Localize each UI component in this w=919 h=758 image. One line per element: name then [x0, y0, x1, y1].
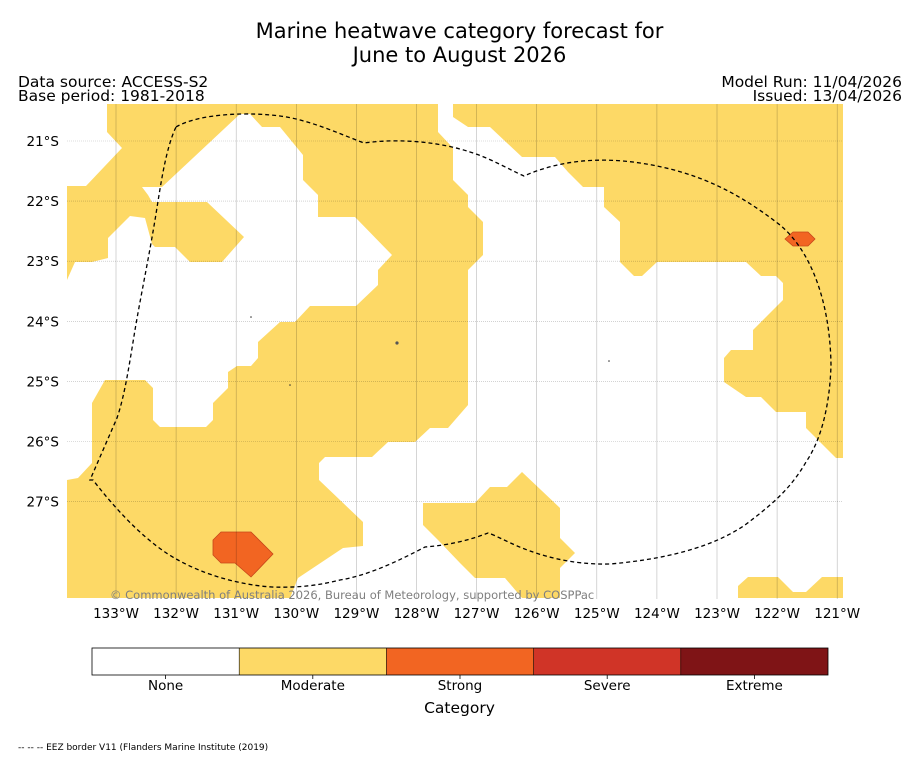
colorbar-border	[91, 647, 829, 676]
latitude-labels: 21°S 22°S 23°S 24°S 25°S 26°S 27°S	[27, 134, 60, 511]
strong-region-east	[784, 231, 816, 247]
longitude-tick-label: 132°W	[153, 606, 199, 622]
moderate-region-south-center	[423, 472, 575, 598]
base-period-text: Base period: 1981-2018	[18, 87, 205, 105]
longitude-tick-label: 131°W	[213, 606, 259, 622]
longitude-tick-label: 129°W	[333, 606, 379, 622]
colorbar-title: Category	[424, 699, 495, 717]
longitude-tick-label: 130°W	[273, 606, 319, 622]
latitude-tick-label: 25°S	[27, 374, 60, 390]
colorbar-label: Severe	[583, 678, 631, 694]
longitude-tick-label: 133°W	[93, 606, 139, 622]
latitude-tick-label: 26°S	[27, 435, 60, 451]
data-source-text: Data source: ACCESS-S2	[18, 73, 209, 91]
island-marker	[395, 341, 399, 345]
copyright-text: © Commonwealth of Australia 2026, Bureau…	[110, 588, 594, 602]
eez-footnote: -- -- -- EEZ border V11 (Flanders Marine…	[18, 743, 269, 753]
colorbar-swatch	[92, 648, 240, 675]
latitude-tick-label: 27°S	[27, 495, 60, 511]
moderate-region-southeast	[738, 577, 843, 598]
longitude-tick-label: 127°W	[454, 606, 500, 622]
colorbar-label: Moderate	[280, 678, 345, 694]
longitude-labels: 133°W 132°W 131°W 130°W 129°W 128°W 127°W 126°W…	[93, 606, 860, 622]
colorbar	[91, 647, 829, 679]
latitude-tick-label: 21°S	[27, 134, 60, 150]
colorbar-label: Extreme	[725, 678, 783, 694]
longitude-tick-label: 122°W	[754, 606, 800, 622]
longitude-tick-label: 125°W	[574, 606, 620, 622]
map-title-line-1: Marine heatwave category forecast for	[255, 19, 664, 43]
colorbar-swatch	[533, 648, 681, 675]
island-marker	[289, 384, 291, 386]
latitude-tick-label: 24°S	[27, 314, 60, 330]
longitude-tick-label: 126°W	[514, 606, 560, 622]
strong-region-southwest	[212, 531, 274, 578]
colorbar-swatch	[680, 648, 828, 675]
moderate-region-northwest	[67, 104, 483, 598]
gridlines	[67, 104, 843, 599]
moderate-region-northeast	[453, 104, 843, 458]
eez-boundary-line	[89, 113, 832, 588]
colorbar-swatch	[239, 648, 387, 675]
longitude-tick-label: 128°W	[394, 606, 440, 622]
issued-text: Issued: 13/04/2026	[752, 87, 902, 105]
island-marker	[250, 316, 252, 318]
map-title-line-2: June to August 2026	[352, 43, 567, 67]
model-run-text: Model Run: 11/04/2026	[721, 73, 902, 91]
latitude-tick-label: 23°S	[27, 254, 60, 270]
longitude-tick-label: 124°W	[634, 606, 680, 622]
heatwave-field	[67, 104, 843, 598]
longitude-tick-label: 121°W	[814, 606, 860, 622]
colorbar-label: None	[147, 678, 184, 694]
longitude-tick-label: 123°W	[694, 606, 740, 622]
colorbar-label: Strong	[437, 678, 483, 694]
island-marker	[608, 360, 610, 362]
latitude-tick-label: 22°S	[27, 194, 60, 210]
colorbar-swatch	[386, 648, 534, 675]
